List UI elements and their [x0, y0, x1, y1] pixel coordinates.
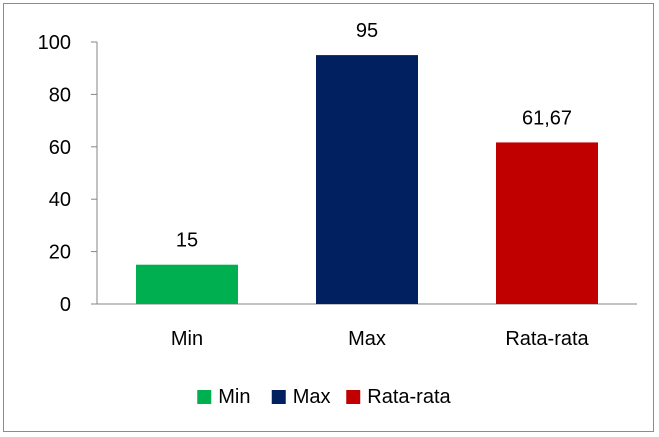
x-tick-label: Max	[348, 328, 386, 350]
x-axis: Min Max Rata-rata	[97, 304, 637, 350]
legend-swatch	[272, 390, 286, 404]
legend-label: Rata-rata	[367, 386, 451, 408]
y-tick-label: 100	[38, 32, 71, 54]
bar-rata-rata	[496, 142, 598, 304]
y-tick-label: 0	[60, 294, 71, 316]
data-label: 95	[356, 20, 378, 42]
x-tick-label: Min	[171, 328, 203, 350]
y-tick-label: 60	[49, 137, 71, 159]
data-label: 15	[176, 230, 198, 252]
x-tick-label: Rata-rata	[505, 328, 589, 350]
bars	[136, 55, 598, 304]
y-tick-label: 40	[49, 189, 71, 211]
bar-min	[136, 265, 238, 304]
y-tick-label: 20	[49, 242, 71, 264]
bar-max	[316, 55, 418, 304]
legend-swatch	[197, 390, 211, 404]
legend-swatch	[346, 390, 360, 404]
legend-label: Max	[293, 386, 331, 408]
data-label: 61,67	[522, 107, 572, 129]
y-axis: 0 20 40 60 80 100	[38, 32, 97, 316]
legend: Min Max Rata-rata	[197, 386, 451, 408]
y-tick-label: 80	[49, 84, 71, 106]
legend-label: Min	[218, 386, 250, 408]
